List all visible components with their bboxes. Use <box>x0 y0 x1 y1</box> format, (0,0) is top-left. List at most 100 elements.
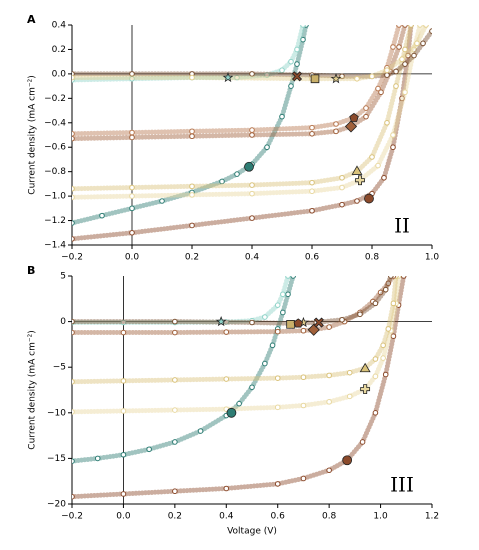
point-marker <box>342 455 353 466</box>
data-point <box>269 342 276 349</box>
data-point <box>223 329 230 335</box>
point-marker <box>349 112 359 122</box>
data-point <box>274 404 281 411</box>
jv-curve <box>72 28 432 79</box>
data-point <box>172 407 178 413</box>
data-point <box>129 193 135 199</box>
data-point <box>279 67 285 74</box>
x-tick-label: 0.8 <box>365 253 380 263</box>
data-point <box>369 73 375 80</box>
data-point <box>249 190 255 197</box>
point-marker <box>360 384 371 394</box>
data-point <box>309 124 315 131</box>
data-point <box>72 329 75 336</box>
data-point <box>120 319 127 326</box>
data-point <box>390 144 396 151</box>
jv-curve <box>72 25 402 137</box>
data-point <box>72 236 75 242</box>
data-point <box>393 83 399 89</box>
data-point <box>72 378 75 385</box>
data-point <box>249 71 255 77</box>
x-tick-label: 0.2 <box>168 512 182 522</box>
data-point <box>172 318 178 325</box>
data-point <box>223 485 230 492</box>
jv-curve <box>72 276 291 326</box>
data-point <box>189 128 195 135</box>
data-point <box>326 372 332 379</box>
data-point <box>414 40 420 47</box>
panel-label: B <box>27 264 35 277</box>
x-tick-label: 0.2 <box>185 253 199 263</box>
data-point <box>274 302 281 308</box>
data-point <box>129 184 135 191</box>
y-tick-label: −1.2 <box>44 216 66 226</box>
data-point <box>377 289 384 296</box>
data-point <box>120 329 127 336</box>
point-marker <box>330 73 342 84</box>
data-point <box>264 144 270 151</box>
data-point <box>346 393 353 400</box>
data-point <box>326 467 332 474</box>
data-point <box>189 133 195 140</box>
data-point <box>274 481 281 487</box>
point-marker <box>313 317 324 328</box>
data-point <box>339 201 345 208</box>
data-point <box>388 276 394 279</box>
data-point <box>290 276 296 279</box>
data-point <box>249 319 255 326</box>
jv-curve <box>72 276 402 415</box>
jv-curve <box>72 276 407 500</box>
data-point <box>189 222 195 229</box>
data-point <box>279 113 285 120</box>
data-point <box>357 311 363 318</box>
x-tick-label: 0.4 <box>245 253 260 263</box>
data-point <box>72 409 75 415</box>
data-point <box>159 198 165 204</box>
point-marker <box>364 193 374 204</box>
y-tick-label: −0.8 <box>44 167 66 177</box>
data-point <box>280 309 286 316</box>
data-point <box>249 215 255 221</box>
data-point <box>72 74 75 81</box>
data-point <box>172 488 178 495</box>
data-point <box>264 72 270 78</box>
data-point <box>172 377 178 383</box>
data-point <box>288 83 294 89</box>
data-point <box>294 61 300 67</box>
jv-curve <box>72 25 309 226</box>
x-tick-label: 1.0 <box>373 512 388 522</box>
data-point <box>382 286 389 293</box>
data-point <box>129 71 135 77</box>
y-axis-label: Current density (mA cm⁻²) <box>28 330 38 449</box>
data-point <box>72 318 75 325</box>
data-point <box>417 25 423 28</box>
data-point <box>249 127 255 133</box>
point-marker <box>222 71 234 83</box>
point-marker <box>351 165 363 175</box>
data-point <box>339 174 345 181</box>
data-point <box>223 376 230 382</box>
x-tick-label: 0.6 <box>271 512 286 522</box>
data-point <box>120 451 127 458</box>
data-point <box>274 375 281 381</box>
data-point <box>172 439 178 445</box>
data-point <box>399 56 405 63</box>
panel-label: A <box>27 13 36 26</box>
data-point <box>390 44 396 50</box>
data-point <box>381 174 387 181</box>
point-marker <box>244 161 254 172</box>
data-point <box>129 205 135 212</box>
x-tick-label: 0.0 <box>116 512 131 522</box>
data-point <box>420 40 426 47</box>
curve-group-label: III <box>390 473 414 497</box>
data-point <box>380 342 386 349</box>
data-point <box>280 291 286 298</box>
y-tick-label: −0.6 <box>44 143 66 153</box>
y-tick-label: 0.0 <box>52 69 67 79</box>
data-point <box>399 95 405 102</box>
data-point <box>390 333 397 339</box>
data-point <box>72 220 75 226</box>
data-point <box>354 198 360 204</box>
x-tick-label: 0.4 <box>219 512 234 522</box>
data-point <box>333 121 339 127</box>
